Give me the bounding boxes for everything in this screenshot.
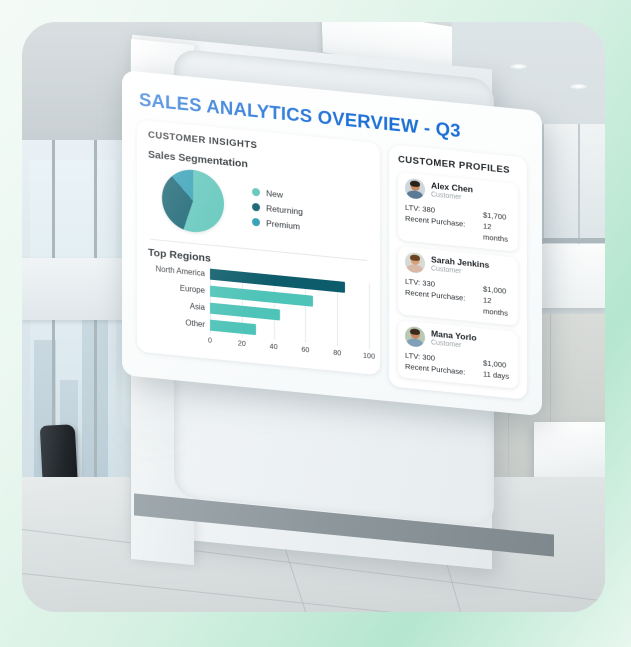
- wall-display: SALES ANALYTICS OVERVIEW - Q3 CUSTOMER I…: [122, 70, 542, 472]
- profile-identity: Mana Yorlo Customer: [431, 329, 477, 353]
- legend-item-returning[interactable]: Returning: [252, 202, 303, 217]
- legend-label: New: [266, 188, 284, 200]
- dashboard: SALES ANALYTICS OVERVIEW - Q3 CUSTOMER I…: [122, 70, 542, 417]
- customer-profiles-panel: CUSTOMER PROFILES Alex Chen Customer LTV: …: [389, 144, 527, 400]
- profile-list: Alex Chen Customer LTV: 380 $1,700 Recent Pu…: [398, 172, 518, 389]
- pie-legend: New Returning Premium: [252, 187, 303, 232]
- axis-tick-label: 100: [363, 350, 375, 361]
- avatar-hair: [410, 254, 420, 262]
- axis-spacer: [148, 330, 210, 348]
- profile-identity: Alex Chen Customer: [431, 181, 473, 205]
- legend-swatch-icon: [252, 202, 260, 212]
- downlight: [570, 84, 587, 89]
- window-mullion: [94, 140, 97, 560]
- floor-tile-line: [22, 573, 605, 612]
- axis-tick-label: 20: [237, 338, 246, 349]
- mezzanine-mullion: [542, 124, 544, 250]
- avatar-hair: [410, 328, 420, 336]
- profile-stats: LTV: 330 $1,000 Recent Purchase: 12 months: [405, 276, 511, 319]
- avatar: [405, 177, 425, 200]
- axis-tick-label: 0: [208, 335, 212, 345]
- profile-card[interactable]: Alex Chen Customer LTV: 380 $1,700 Recent Pu…: [398, 172, 518, 252]
- office-interior-photo: SALES ANALYTICS OVERVIEW - Q3 CUSTOMER I…: [22, 22, 605, 612]
- bar-category-label: Asia: [189, 301, 205, 313]
- avatar: [405, 325, 425, 348]
- profile-card[interactable]: Mana Yorlo Customer LTV: 300 $1,000 Recent P…: [398, 320, 518, 389]
- bar-category-label: North America: [155, 264, 205, 279]
- legend-item-premium[interactable]: Premium: [252, 217, 303, 232]
- window-mullion: [52, 140, 55, 560]
- avatar-hair: [410, 180, 420, 188]
- profile-stats: LTV: 380 $1,700 Recent Purchase: 12 months: [405, 202, 511, 245]
- legend-label: Returning: [266, 203, 303, 217]
- axis-tick-label: 80: [333, 347, 342, 358]
- legend-item-new[interactable]: New: [252, 187, 303, 202]
- axis-tick-label: 60: [301, 344, 310, 355]
- gridline: [369, 283, 370, 350]
- stat-value: 12 months: [483, 221, 508, 244]
- bar-category-label: Europe: [179, 283, 205, 296]
- far-wall-seam: [550, 314, 551, 482]
- bar-fill: [210, 302, 280, 321]
- legend-label: Premium: [266, 218, 301, 232]
- legend-swatch-icon: [252, 217, 260, 227]
- profile-identity: Sarah Jenkins Customer: [431, 255, 489, 280]
- mezzanine-mullion: [578, 124, 580, 250]
- bar-fill: [210, 319, 257, 336]
- downlight: [510, 64, 527, 69]
- sales-segmentation-pie-chart: [162, 166, 224, 236]
- stat-value: 11 days: [483, 369, 510, 381]
- bar-category-label: Other: [185, 318, 206, 330]
- customer-insights-panel: CUSTOMER INSIGHTS Sales Segmentation New…: [137, 119, 380, 376]
- axis-tick-label: 40: [269, 341, 278, 352]
- left-window-wall: [22, 140, 132, 560]
- profile-card[interactable]: Sarah Jenkins Customer LTV: 330 $1,000 Recen…: [398, 246, 518, 326]
- stat-value: 12 months: [483, 295, 508, 318]
- avatar: [405, 251, 425, 274]
- legend-swatch-icon: [252, 187, 260, 197]
- window-spandrel-band: [22, 258, 132, 320]
